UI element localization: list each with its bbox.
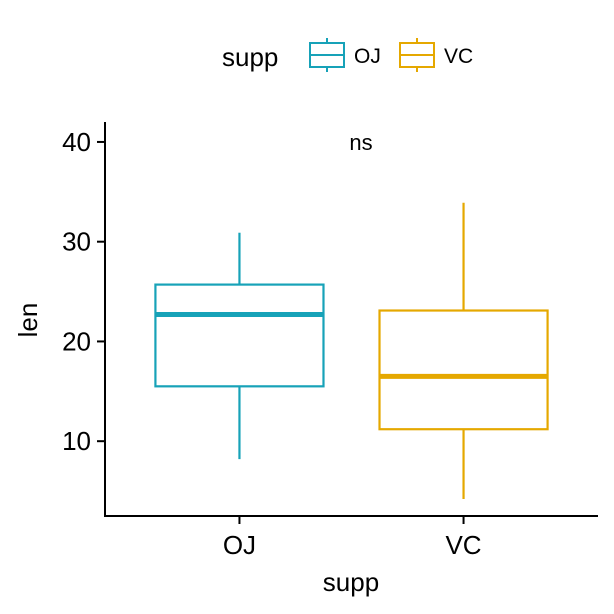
legend-item-vc: VC: [399, 38, 473, 72]
x-tick-label: OJ: [223, 530, 256, 560]
y-tick-label: 30: [62, 227, 91, 257]
x-tick-label: VC: [445, 530, 481, 560]
box-oj: [154, 232, 325, 460]
legend: supp OJ VC: [222, 38, 473, 72]
y-axis-title: len: [13, 303, 43, 338]
iqr-box: [154, 283, 325, 388]
x-axis-title: supp: [323, 567, 379, 597]
legend-label: OJ: [354, 45, 381, 68]
box-vc: [378, 202, 549, 500]
y-tick-label: 20: [62, 326, 91, 356]
legend-title: supp: [222, 42, 278, 72]
significance-annotation: ns: [349, 130, 372, 155]
iqr-box: [378, 309, 549, 431]
y-tick-label: 10: [62, 426, 91, 456]
y-tick-label: 40: [62, 127, 91, 157]
legend-label: VC: [444, 45, 473, 68]
legend-item-oj: OJ: [309, 38, 381, 72]
